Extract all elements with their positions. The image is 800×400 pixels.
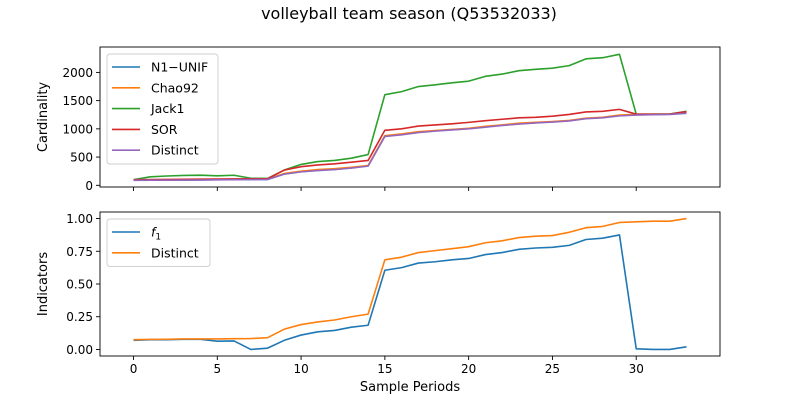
cardinality-legend-label: Chao92 — [151, 80, 199, 95]
indicators-y-tick-label: 1.00 — [66, 212, 93, 226]
indicators-y-tick-label: 0.25 — [66, 310, 93, 324]
cardinality-legend-box — [106, 53, 219, 165]
indicators-y-tick-label: 0.00 — [66, 343, 93, 357]
indicators-x-tick-label: 15 — [377, 362, 392, 376]
cardinality-series-line-jack1 — [133, 53, 687, 181]
cardinality-panel: 0 500 1000 1500 2000 Cardinality N1−UNIF Chao92… — [36, 46, 721, 193]
indicators-legend-label: f1 — [151, 225, 161, 243]
indicators-series-line-f1 — [133, 234, 687, 351]
indicators-x-tick-label: 20 — [461, 362, 476, 376]
indicators-legend-label: Distinct — [151, 245, 199, 260]
cardinality-y-tick-label: 1500 — [62, 94, 93, 108]
cardinality-axes-frame — [99, 46, 721, 188]
cardinality-legend: N1−UNIF Chao92 Jack1 SOR Distinct — [106, 53, 219, 165]
figure-title: volleyball team season (Q53532033) — [261, 4, 557, 23]
cardinality-y-axis-label: Cardinality — [36, 82, 51, 153]
indicators-x-tick-label: 5 — [213, 362, 221, 376]
indicators-legend: f1 Distinct — [106, 218, 211, 268]
indicators-y-tick-label: 0.50 — [66, 278, 93, 292]
cardinality-legend-label: N1−UNIF — [151, 60, 208, 75]
indicators-legend-box — [106, 218, 211, 268]
cardinality-y-tick-label: 500 — [70, 151, 93, 165]
cardinality-legend-label: Jack1 — [150, 101, 184, 116]
indicators-x-axis-label: Sample Periods — [360, 380, 460, 395]
indicators-panel: 0 5 10 15 20 25 30 0.00 0.25 0.50 0.75 1.00 Indicato… — [36, 211, 721, 395]
indicators-x-tick-label: 30 — [629, 362, 644, 376]
indicators-x-tick-label: 25 — [545, 362, 560, 376]
cardinality-series-group — [133, 53, 687, 182]
indicators-x-tick-label: 0 — [130, 362, 138, 376]
indicators-series-line-distinct — [133, 217, 687, 341]
cardinality-y-tick-label: 1000 — [62, 122, 93, 136]
cardinality-legend-label: SOR — [151, 122, 178, 137]
cardinality-y-tick-label: 0 — [85, 179, 93, 193]
cardinality-y-tick-label: 2000 — [62, 66, 93, 80]
indicators-x-tick-label: 10 — [293, 362, 308, 376]
cardinality-series-line-distinct — [133, 112, 687, 182]
cardinality-legend-label: Distinct — [151, 143, 199, 158]
indicators-y-axis-label: Indicators — [36, 252, 51, 316]
indicators-series-group — [133, 217, 687, 351]
indicators-y-tick-label: 0.75 — [66, 245, 93, 259]
